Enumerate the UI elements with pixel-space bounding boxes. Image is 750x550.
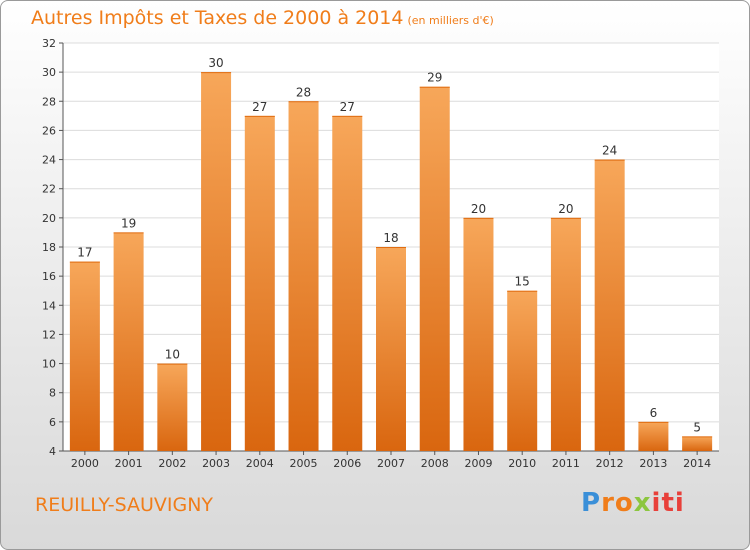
data-label: 5 [693,420,701,434]
chart-title-text: Autres Impôts et Taxes de 2000 à 2014 [31,7,404,29]
data-label: 29 [427,71,442,85]
y-tick-label: 10 [42,358,56,371]
y-tick-label: 14 [42,299,56,312]
data-label: 28 [296,85,311,99]
y-tick-label: 8 [49,387,56,400]
bar [201,72,232,452]
x-tick-label: 2001 [115,457,143,470]
y-tick-label: 20 [42,212,56,225]
bar [682,436,713,451]
y-tick-label: 6 [49,416,56,429]
data-label: 17 [77,246,92,260]
logo-part-4: iti [651,488,685,518]
chart-title-unit: (en milliers d'€) [407,14,494,27]
data-label: 27 [340,100,355,114]
data-label: 27 [252,100,267,114]
bar [419,86,450,451]
y-tick-label: 32 [42,37,56,50]
x-tick-label: 2007 [377,457,405,470]
commune-name: REUILLY-SAUVIGNY [35,494,214,516]
y-tick-label: 16 [42,270,56,283]
bar [69,261,100,451]
bar [463,217,494,451]
bar [507,290,538,451]
bar [332,115,363,451]
bar [376,247,406,451]
data-label: 30 [208,56,223,70]
x-tick-label: 2009 [464,457,492,470]
x-tick-label: 2012 [596,457,624,470]
chart-title: Autres Impôts et Taxes de 2000 à 2014 (en… [31,7,494,29]
x-tick-label: 2014 [683,457,711,470]
data-label: 10 [165,348,180,362]
bar [550,217,581,451]
x-tick-label: 2011 [552,457,580,470]
proxiti-logo: Proxiti [581,488,685,518]
y-tick-label: 18 [42,241,56,254]
y-tick-label: 28 [42,95,56,108]
x-tick-label: 2005 [290,457,318,470]
logo-part-1: P [581,488,602,518]
x-tick-label: 2004 [246,457,274,470]
x-tick-label: 2008 [421,457,449,470]
data-label: 15 [515,275,530,289]
x-tick-label: 2000 [71,457,99,470]
y-tick-label: 30 [42,66,56,79]
x-tick-label: 2010 [508,457,536,470]
y-tick-label: 26 [42,124,56,137]
bar [157,363,188,451]
bar [638,421,669,451]
x-tick-label: 2006 [333,457,361,470]
data-label: 20 [471,202,486,216]
x-tick-label: 2013 [639,457,667,470]
data-label: 19 [121,216,136,230]
bar [288,101,319,452]
y-tick-label: 4 [49,445,56,458]
data-label: 18 [383,231,398,245]
bar [594,159,625,452]
bar [113,232,144,451]
y-tick-label: 24 [42,154,56,167]
data-label: 6 [650,406,658,420]
logo-part-2: ro [601,488,634,518]
y-tick-label: 12 [42,328,56,341]
data-label: 24 [602,144,617,158]
y-tick-label: 22 [42,183,56,196]
bar [244,115,275,451]
logo-part-3: x [633,488,652,518]
x-tick-label: 2003 [202,457,230,470]
data-label: 20 [558,202,573,216]
x-tick-label: 2002 [158,457,186,470]
